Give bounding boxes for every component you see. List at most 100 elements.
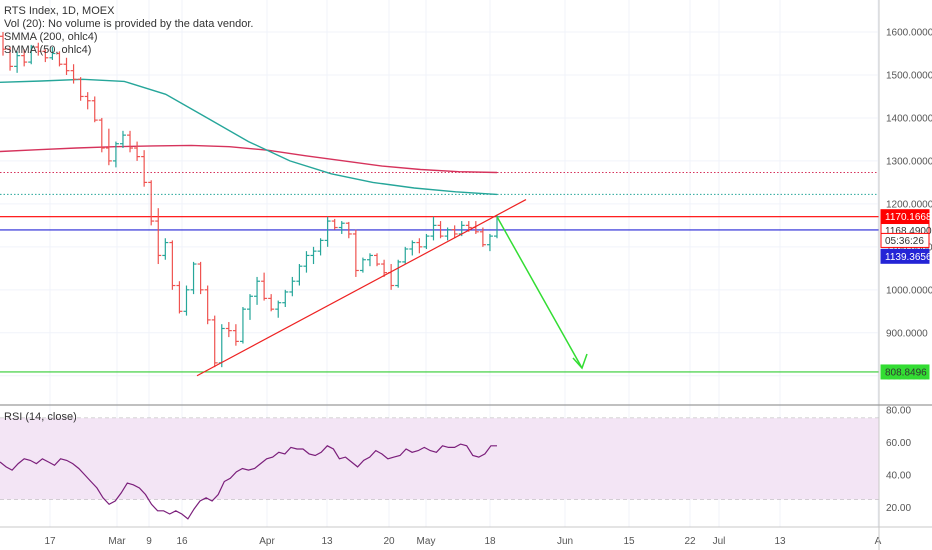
x-tick-label: 18 xyxy=(484,536,496,547)
x-tick-label: Jun xyxy=(557,536,573,547)
rising-wedge-line xyxy=(196,199,527,377)
x-tick-label: 16 xyxy=(176,536,188,547)
ohlc-bar xyxy=(352,229,359,277)
ohlc-bar xyxy=(21,49,28,67)
ohlc-bar xyxy=(345,221,352,239)
ohlc-bar xyxy=(296,264,303,286)
price-tag-box xyxy=(880,364,930,380)
price-tag-label: 808.8496 xyxy=(885,367,927,378)
x-tick-label: Apr xyxy=(259,536,275,547)
ohlc-bar xyxy=(289,276,296,297)
ohlc-bar xyxy=(479,227,486,247)
price-tag-box xyxy=(880,248,930,264)
ohlc-bar xyxy=(127,130,134,153)
x-tick-label: 17 xyxy=(44,536,56,547)
price-tag: 1170.1668 xyxy=(880,209,932,225)
ohlc-bar xyxy=(35,42,42,56)
ohlc-bar xyxy=(183,285,190,316)
smma-lines xyxy=(0,78,498,196)
ohlc-bar xyxy=(105,128,112,166)
x-tick-label: 13 xyxy=(774,536,786,547)
ohlc-bar xyxy=(49,47,56,60)
x-tick-label: 13 xyxy=(321,536,333,547)
rsi-tick-label: 40.00 xyxy=(886,471,911,482)
x-tick-label: May xyxy=(417,536,436,547)
price-tag-box xyxy=(880,232,930,248)
ohlc-bar xyxy=(148,180,155,226)
ohlc-bar xyxy=(119,130,126,149)
ohlc-bar xyxy=(366,253,373,267)
price-tag: 1139.3656 xyxy=(880,248,932,264)
drawings xyxy=(196,199,588,377)
ohlc-bar xyxy=(77,77,84,101)
price-tag-label: 1170.1668 xyxy=(885,212,932,223)
price-tag: 808.8496 xyxy=(880,364,930,380)
ohlc-bar xyxy=(155,208,162,265)
ohlc-bar xyxy=(282,289,289,308)
chart-title[interactable]: RTS Index, 1D, MOEX xyxy=(4,5,115,17)
ohlc-bar xyxy=(331,218,338,230)
rsi-legend[interactable]: RSI (14, close) xyxy=(4,411,77,423)
smma200-legend[interactable]: SMMA (200, ohlc4) xyxy=(4,31,98,43)
ohlc-bar xyxy=(169,240,176,290)
x-tick-label: Mar xyxy=(108,536,126,547)
ohlc-bar xyxy=(63,57,70,75)
ohlc-bar xyxy=(486,233,493,252)
ohlc-bar xyxy=(190,261,197,295)
ohlc-bar xyxy=(239,307,246,344)
price-tag-label: 1168.4900 xyxy=(885,226,932,237)
ohlc-bar xyxy=(232,324,239,346)
y-tick-label: 1200.0000 xyxy=(886,199,932,210)
ohlc-bar xyxy=(374,253,381,267)
ohlc-bar xyxy=(162,238,169,260)
ohlc-bar xyxy=(134,141,141,161)
ohlc-bar xyxy=(56,51,63,67)
ohlc-bar xyxy=(268,294,275,312)
ohlc-bar xyxy=(28,44,35,65)
rsi-pane xyxy=(0,443,497,520)
ohlc-bar xyxy=(91,96,98,123)
rsi-tick-label: 20.00 xyxy=(886,503,911,514)
ohlc-bar xyxy=(0,32,6,56)
vol-legend[interactable]: Vol (20): No volume is provided by the d… xyxy=(4,18,254,30)
rsi-line xyxy=(0,443,497,520)
x-tick-label: Jul xyxy=(713,536,726,547)
rsi-band xyxy=(0,418,879,500)
ohlc-bar xyxy=(416,238,423,254)
ohlc-bar xyxy=(444,227,451,241)
x-tick-label: 9 xyxy=(146,536,152,547)
price-tag: 05:36:26 xyxy=(880,232,930,248)
ohlc-bar xyxy=(437,221,444,239)
smma50-legend[interactable]: SMMA (50, ohlc4) xyxy=(4,44,92,56)
target-arrow-head xyxy=(572,353,588,370)
ohlc-bar xyxy=(197,261,204,295)
price-tag-label: 05:36:26 xyxy=(885,236,924,247)
y-tick-label: 1400.0000 xyxy=(886,113,932,124)
ohlc-bar xyxy=(98,117,105,153)
x-tick-label: 15 xyxy=(623,536,635,547)
ohlc-bar xyxy=(42,49,49,63)
y-tick-label: 1500.0000 xyxy=(886,70,932,81)
ohlc-bar xyxy=(70,64,77,84)
price-tag-label: 1139.3656 xyxy=(885,252,932,263)
horizontal-lines xyxy=(0,172,879,373)
ohlc-bar xyxy=(402,246,409,265)
smma200-line xyxy=(0,144,498,174)
ohlc-bar xyxy=(359,257,366,273)
ohlc-bars xyxy=(0,32,500,368)
ohlc-bar xyxy=(324,216,331,247)
ohlc-bar xyxy=(141,150,148,187)
ohlc-bar xyxy=(204,285,211,325)
ohlc-bar xyxy=(317,238,324,256)
ohlc-bar xyxy=(430,216,437,241)
ohlc-bar xyxy=(409,240,416,256)
ohlc-bar xyxy=(261,272,268,301)
ohlc-bar xyxy=(112,141,119,168)
ohlc-bar xyxy=(381,259,388,277)
ohlc-bar xyxy=(14,51,21,73)
ohlc-bar xyxy=(225,322,232,338)
ohlc-bar xyxy=(338,221,345,234)
rsi-tick-label: 80.00 xyxy=(886,406,911,417)
